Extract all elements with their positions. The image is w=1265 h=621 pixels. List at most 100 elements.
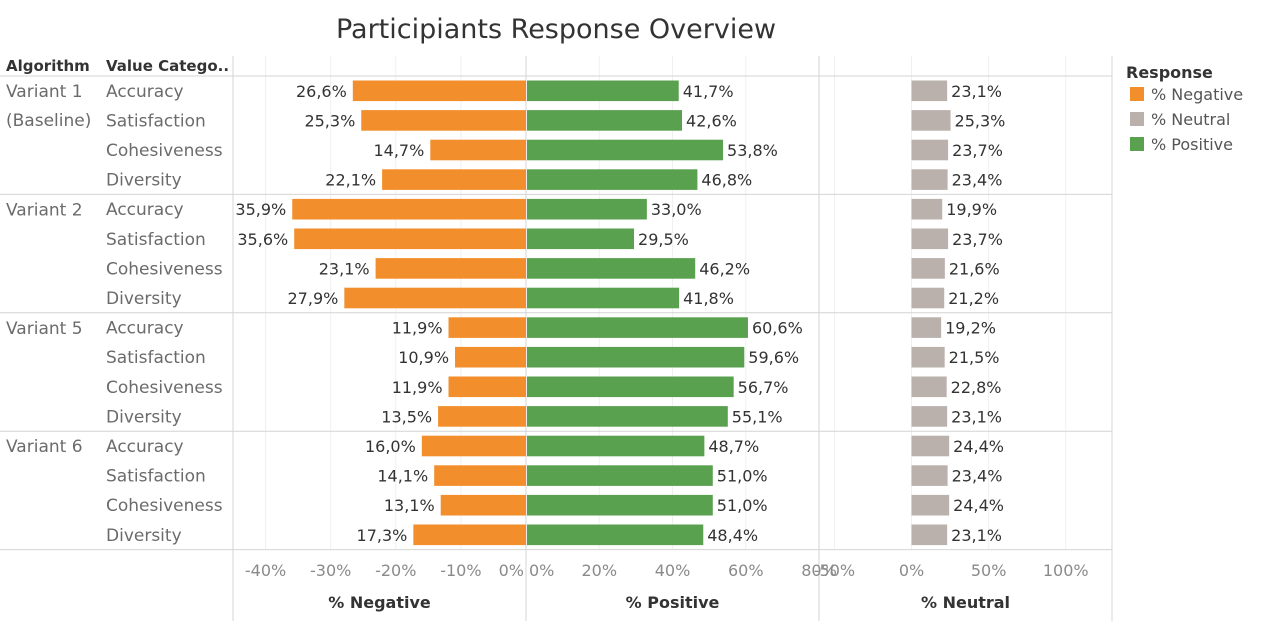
- tick-label-positive-3: 60%: [728, 561, 764, 580]
- label-positive-2-1: 59,6%: [748, 348, 799, 367]
- group-label-1: Variant 2: [6, 200, 83, 220]
- bar-neutral-1-3: [911, 287, 945, 309]
- label-neutral-3-3: 23,1%: [951, 526, 1002, 545]
- bar-negative-0-1: [361, 110, 526, 131]
- axis-layer: -40% -30% -20% -10% 0% % Negative 0% 20% 40% 60% 8…: [245, 561, 1089, 612]
- label-neutral-3-0: 24,4%: [953, 437, 1004, 456]
- bar-positive-3-0: [527, 435, 705, 457]
- label-neutral-1-2: 21,6%: [949, 259, 1000, 278]
- bar-negative-1-1: [294, 228, 526, 250]
- bar-neutral-2-3: [911, 406, 948, 427]
- label-negative-2-3: 13,5%: [381, 407, 432, 426]
- bar-neutral-0-1: [911, 110, 951, 131]
- bar-neutral-3-1: [911, 465, 948, 486]
- bar-positive-3-2: [527, 494, 713, 516]
- label-neutral-2-0: 19,2%: [945, 319, 996, 338]
- bar-neutral-0-0: [911, 80, 948, 102]
- legend-item-2: % Positive: [1151, 135, 1233, 154]
- legend: Response % Negative % Neutral % Positive: [1126, 63, 1243, 154]
- label-neutral-0-3: 23,4%: [952, 171, 1003, 190]
- bar-positive-2-3: [527, 406, 728, 427]
- category-label-0-1: Satisfaction: [106, 111, 206, 131]
- bar-neutral-1-1: [911, 228, 949, 250]
- bar-negative-3-3: [413, 524, 526, 546]
- bar-positive-0-1: [527, 110, 683, 131]
- label-negative-0-0: 26,6%: [296, 82, 347, 101]
- bar-neutral-2-0: [911, 317, 942, 338]
- label-negative-2-2: 11,9%: [392, 378, 443, 397]
- label-positive-0-0: 41,7%: [683, 82, 734, 101]
- category-label-2-2: Cohesiveness: [106, 378, 223, 398]
- tick-label-neutral-3: 100%: [1043, 561, 1089, 580]
- bar-neutral-1-2: [911, 258, 945, 279]
- bar-neutral-1-0: [911, 198, 943, 220]
- label-positive-1-2: 46,2%: [699, 259, 750, 278]
- group-label-0: Variant 1: [6, 82, 83, 102]
- label-positive-1-0: 33,0%: [651, 200, 702, 219]
- label-positive-0-1: 42,6%: [686, 111, 737, 130]
- label-positive-2-3: 55,1%: [732, 407, 783, 426]
- legend-item-1: % Neutral: [1151, 110, 1230, 129]
- category-label-1-0: Accuracy: [106, 200, 184, 220]
- category-label-2-0: Accuracy: [106, 319, 184, 339]
- chart-title: Participiants Response Overview: [336, 14, 776, 45]
- label-negative-0-1: 25,3%: [304, 111, 355, 130]
- category-label-3-3: Diversity: [106, 526, 182, 546]
- label-negative-0-3: 22,1%: [325, 171, 376, 190]
- bar-positive-2-1: [527, 346, 745, 368]
- category-label-0-2: Cohesiveness: [106, 141, 223, 161]
- tick-label-positive-1: 20%: [581, 561, 617, 580]
- category-label-1-1: Satisfaction: [106, 230, 206, 250]
- category-label-2-3: Diversity: [106, 407, 182, 427]
- bar-positive-1-3: [527, 287, 680, 309]
- axis-title-negative: % Negative: [328, 593, 431, 612]
- legend-swatch-1: [1130, 112, 1144, 126]
- bar-neutral-2-2: [911, 376, 947, 398]
- bar-neutral-3-0: [911, 435, 950, 457]
- tick-label-negative-3: -10%: [440, 561, 481, 580]
- bar-negative-0-2: [430, 139, 526, 161]
- label-positive-0-3: 46,8%: [701, 171, 752, 190]
- bar-neutral-0-2: [911, 139, 949, 161]
- bar-negative-2-0: [448, 317, 526, 338]
- bar-negative-0-0: [352, 80, 526, 102]
- label-positive-3-2: 51,0%: [717, 496, 768, 515]
- category-label-3-2: Cohesiveness: [106, 496, 223, 516]
- bar-neutral-3-3: [911, 524, 948, 546]
- bar-neutral-0-3: [911, 169, 948, 190]
- bar-positive-3-3: [527, 524, 704, 546]
- category-label-0-0: Accuracy: [106, 82, 184, 102]
- tick-label-negative-4: 0%: [499, 561, 524, 580]
- group-label-3: Variant 6: [6, 437, 83, 457]
- label-positive-3-0: 48,7%: [708, 437, 759, 456]
- group-label-2: Variant 5: [6, 319, 83, 339]
- tick-label-negative-2: -20%: [375, 561, 416, 580]
- row-label-layer: Variant 1 (Baseline) Accuracy Satisfaction C…: [6, 82, 223, 546]
- legend-swatch-2: [1130, 137, 1144, 151]
- bar-neutral-3-2: [911, 494, 950, 516]
- bar-positive-2-2: [527, 376, 734, 398]
- label-neutral-2-1: 21,5%: [949, 348, 1000, 367]
- tick-label-positive-4: 80%: [801, 561, 837, 580]
- category-label-1-2: Cohesiveness: [106, 259, 223, 279]
- bar-negative-1-0: [292, 198, 526, 220]
- tick-label-positive-2: 40%: [655, 561, 691, 580]
- label-negative-3-3: 17,3%: [357, 526, 408, 545]
- label-positive-3-1: 51,0%: [717, 467, 768, 486]
- tick-label-neutral-2: 50%: [971, 561, 1007, 580]
- label-negative-1-0: 35,9%: [235, 200, 286, 219]
- grid-layer: [0, 56, 1113, 621]
- label-negative-1-1: 35,6%: [237, 230, 288, 249]
- label-neutral-1-3: 21,2%: [948, 289, 999, 308]
- axis-title-neutral: % Neutral: [921, 593, 1010, 612]
- bar-positive-0-3: [527, 169, 698, 190]
- bar-negative-1-2: [375, 258, 526, 279]
- label-neutral-2-3: 23,1%: [951, 407, 1002, 426]
- bar-positive-2-0: [527, 317, 748, 338]
- label-neutral-1-0: 19,9%: [946, 200, 997, 219]
- group-label-0-line1: (Baseline): [6, 111, 91, 131]
- category-label-0-3: Diversity: [106, 171, 182, 191]
- axis-title-positive: % Positive: [626, 593, 720, 612]
- tick-label-negative-0: -40%: [245, 561, 286, 580]
- category-label-3-0: Accuracy: [106, 437, 184, 457]
